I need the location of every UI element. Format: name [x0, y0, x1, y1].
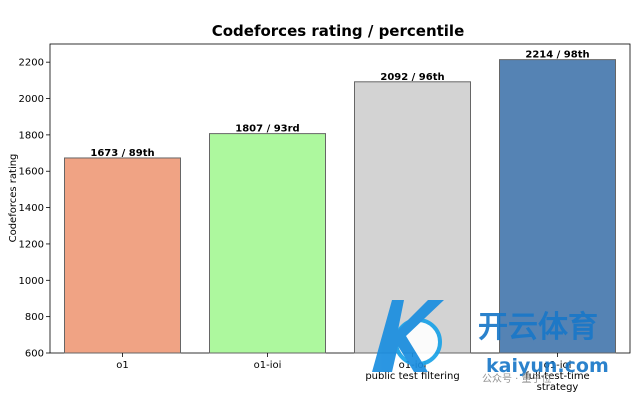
watermark-brand-url: kaiyun.com [486, 355, 609, 377]
y-tick-label: 1600 [19, 167, 44, 178]
bar [354, 81, 471, 354]
x-tick-label: o1-ioi full-test-time strategy [525, 360, 589, 393]
y-axis-label: Codeforces rating [8, 154, 19, 243]
plot-area [49, 43, 631, 354]
watermark-account: 公众号 · 量子位 [482, 372, 552, 385]
y-tick-label: 1200 [19, 239, 44, 250]
y-tick-label: 2200 [19, 58, 44, 69]
y-tick-label: 600 [25, 349, 44, 360]
watermark-brand-cn: 开云体育 [478, 310, 598, 345]
watermark-k-mark-icon [372, 300, 444, 372]
bar [209, 133, 326, 354]
bar-data-label: 2214 / 98th [525, 50, 589, 61]
y-tick-label: 800 [25, 312, 44, 323]
y-tick-label: 1000 [19, 276, 44, 287]
bar-data-label: 1807 / 93rd [235, 124, 299, 135]
bar [499, 59, 616, 354]
x-tick-label: o1 [116, 360, 128, 371]
y-tick-label: 1400 [19, 203, 44, 214]
x-tick-label: o1-ioi [254, 360, 282, 371]
bar-data-label: 2092 / 96th [380, 72, 444, 83]
bars: 1673 / 89th 1807 / 93rd 2092 / 96th 2214 / … [64, 50, 616, 354]
bar-data-label: 1673 / 89th [90, 148, 154, 159]
chart-title: Codeforces rating / percentile [212, 22, 465, 40]
bar [64, 157, 181, 354]
y-axis: 600 800 1000 1200 1400 1600 1800 2000 2200 [19, 58, 50, 360]
watermark-logo: 开云体育 kaiyun.com 公众号 · 量子位 [372, 300, 609, 385]
y-tick-label: 2000 [19, 94, 44, 105]
y-tick-label: 1800 [19, 130, 44, 141]
